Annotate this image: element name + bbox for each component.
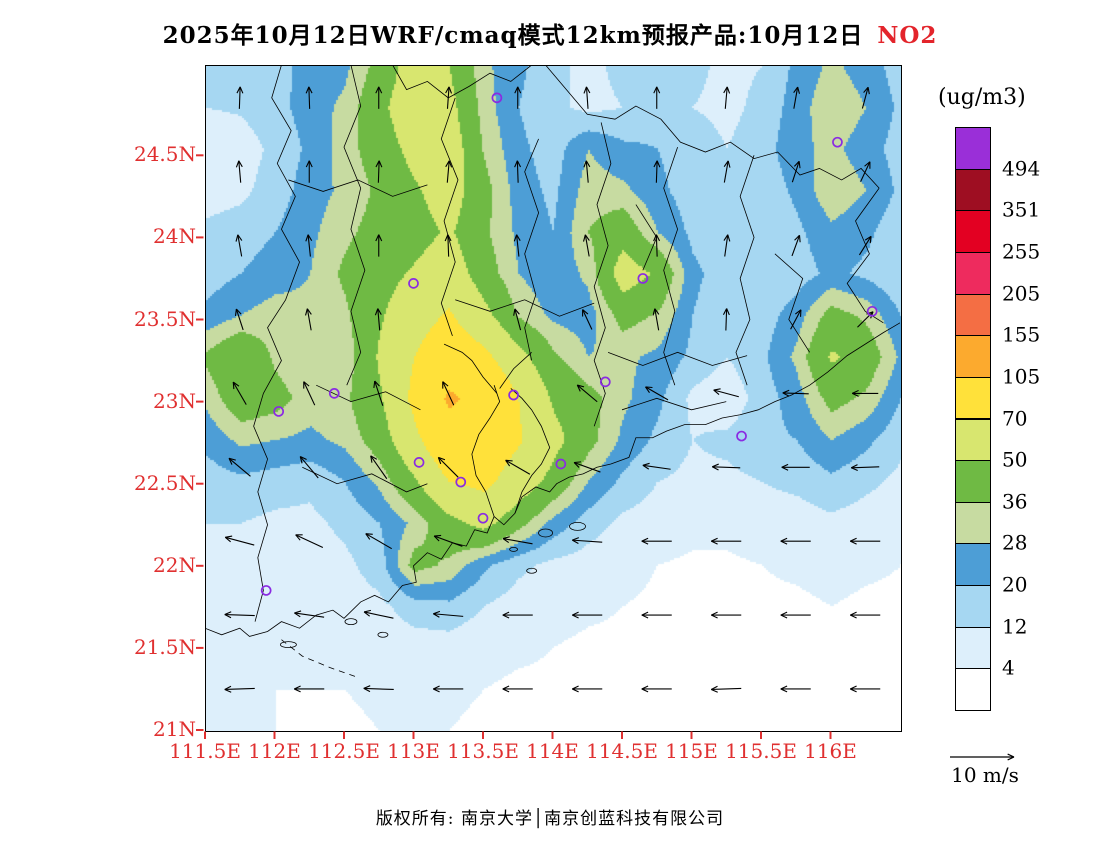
colorbar-label: 4	[1002, 655, 1015, 680]
species-label: NO2	[877, 22, 938, 49]
title-text: 2025年10月12日WRF/cmaq模式12km预报产品:10月12日	[162, 22, 864, 49]
lon-label: 114.5E	[586, 739, 658, 763]
colorbar-label: 205	[1002, 281, 1041, 306]
wind-scale-label: 10 m/s	[951, 763, 1019, 787]
lon-label: 112E	[248, 739, 301, 763]
lat-label: 22N	[153, 552, 196, 577]
wind-scale-arrow	[950, 753, 1015, 761]
colorbar-label: 494	[1002, 156, 1041, 181]
lat-label: 23.5N	[133, 306, 196, 331]
colorbar-box	[955, 293, 991, 337]
lat-label: 22.5N	[133, 470, 196, 495]
colorbar-box	[955, 585, 991, 628]
copyright-text: 版权所有: 南京大学│南京创蓝科技有限公司	[375, 809, 725, 829]
lon-label: 112.5E	[308, 739, 380, 763]
colorbar-box	[955, 376, 991, 420]
colorbar-box	[955, 251, 991, 295]
colorbar-label: 255	[1002, 239, 1041, 264]
colorbar-label: 351	[1002, 197, 1041, 222]
colorbar-box	[955, 460, 991, 503]
colorbar-label: 28	[1002, 530, 1028, 555]
colorbar-box	[955, 543, 991, 587]
colorbar-unit-label: (ug/m3)	[938, 85, 1026, 110]
colorbar-label: 50	[1002, 447, 1028, 472]
colorbar-label: 36	[1002, 489, 1028, 514]
lat-label: 24.5N	[133, 142, 196, 167]
colorbar-label: 70	[1002, 406, 1028, 431]
colorbar-box	[955, 168, 991, 212]
lon-label: 115E	[665, 739, 718, 763]
colorbar-box	[955, 335, 991, 378]
lon-label: 113E	[387, 739, 440, 763]
colorbar-box	[955, 668, 991, 711]
lon-label: 114E	[526, 739, 579, 763]
lon-label: 115.5E	[725, 739, 797, 763]
colorbar-label: 155	[1002, 322, 1041, 347]
colorbar-box	[955, 127, 991, 170]
lat-label: 21.5N	[133, 634, 196, 659]
colorbar-box	[955, 501, 991, 545]
lat-label: 21N	[153, 717, 196, 742]
colorbar-label: 20	[1002, 572, 1028, 597]
concentration-field-canvas	[206, 66, 901, 731]
colorbar-box	[955, 210, 991, 253]
colorbar-box	[955, 418, 991, 462]
map-area	[205, 65, 902, 732]
colorbar-box	[955, 626, 991, 670]
lon-label: 111.5E	[169, 739, 241, 763]
lat-label: 23N	[153, 388, 196, 413]
lon-label: 113.5E	[447, 739, 519, 763]
colorbar-label: 12	[1002, 614, 1028, 639]
colorbar-label: 105	[1002, 364, 1041, 389]
lon-label: 116E	[804, 739, 857, 763]
page-title: 2025年10月12日WRF/cmaq模式12km预报产品:10月12日 NO2	[0, 16, 1100, 50]
lat-label: 24N	[153, 224, 196, 249]
